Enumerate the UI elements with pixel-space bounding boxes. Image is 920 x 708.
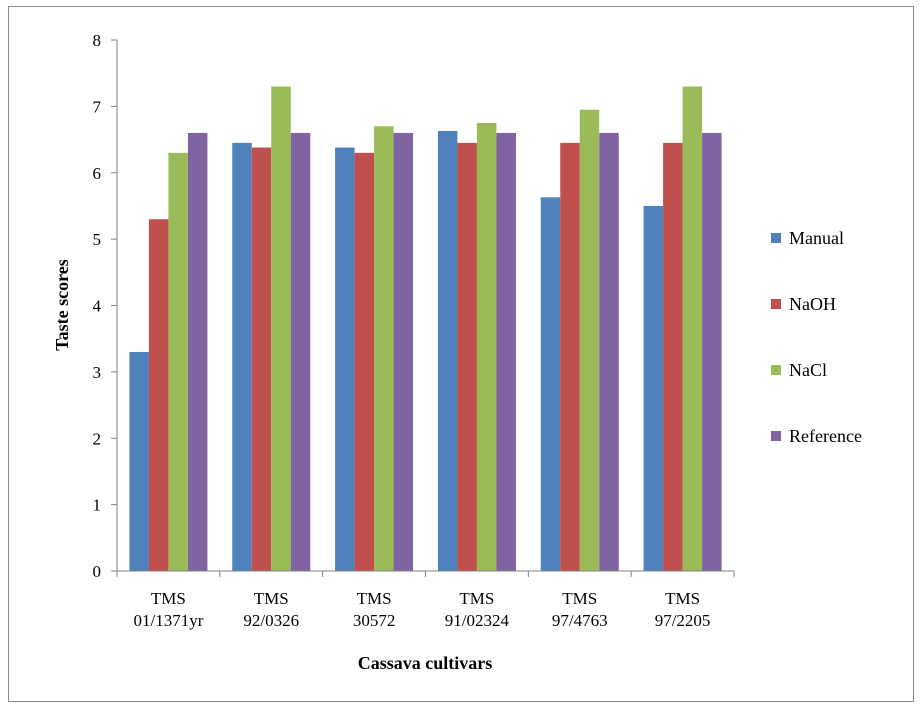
legend-swatch-naoh [771, 299, 781, 309]
x-tick-label: 01/1371yr [133, 611, 203, 630]
legend-label-manual: Manual [789, 228, 844, 248]
legend-label-naoh: NaOH [789, 294, 836, 314]
y-tick-label: 8 [93, 31, 102, 50]
bar-manual-4 [540, 197, 561, 571]
bar-reference-4 [599, 132, 619, 572]
bar-naoh-0 [148, 219, 169, 571]
legend-label-nacl: NaCl [789, 360, 827, 380]
y-tick-label: 2 [93, 429, 102, 448]
legend-label-reference: Reference [789, 426, 862, 446]
x-tick-label: 92/0326 [243, 611, 299, 630]
bar-nacl-3 [476, 122, 497, 571]
y-tick-label: 3 [93, 363, 102, 382]
y-axis-title: Taste scores [52, 259, 72, 351]
y-tick-label: 4 [93, 297, 102, 316]
legend-swatch-reference [771, 431, 781, 441]
x-axis-title: Cassava cultivars [358, 653, 493, 673]
x-tick-label: TMS [459, 589, 494, 608]
x-axis-ticks: TMS 01/1371yr TMS 92/0326 TMS 30572 TMS 91/0232… [116, 571, 735, 630]
bar-reference-5 [702, 132, 722, 572]
legend-swatch-nacl [771, 365, 781, 375]
legend-swatch-manual [771, 233, 781, 243]
y-axis-ticks: 0 1 2 3 4 5 6 7 8 [93, 31, 117, 581]
y-tick-label: 0 [93, 562, 102, 581]
bar-manual-5 [643, 205, 664, 571]
x-tick-label: TMS [665, 589, 700, 608]
x-tick-label: TMS [357, 589, 392, 608]
bar-manual-1 [232, 142, 252, 571]
bar-reference-3 [496, 132, 516, 572]
x-tick-label: 30572 [353, 611, 396, 630]
bar-manual-0 [129, 351, 149, 571]
bars-group [129, 86, 722, 572]
bar-nacl-2 [374, 126, 394, 571]
bar-naoh-3 [457, 142, 477, 571]
y-tick-label: 5 [93, 230, 102, 249]
x-tick-label: TMS [254, 589, 289, 608]
bar-naoh-2 [354, 152, 375, 571]
x-tick-label: TMS [562, 589, 597, 608]
bar-nacl-5 [682, 86, 703, 572]
bar-reference-0 [187, 132, 208, 572]
y-tick-label: 1 [93, 496, 102, 515]
bar-naoh-1 [251, 147, 272, 571]
bar-nacl-4 [579, 109, 600, 571]
y-tick-label: 7 [93, 97, 102, 116]
x-tick-label: 97/4763 [552, 611, 608, 630]
x-tick-label: TMS [151, 589, 186, 608]
bar-reference-1 [290, 132, 311, 572]
bar-reference-2 [393, 132, 414, 572]
x-tick-label: 97/2205 [655, 611, 711, 630]
bar-nacl-0 [168, 152, 188, 571]
y-tick-label: 6 [93, 164, 102, 183]
bar-nacl-1 [271, 86, 291, 572]
bar-manual-2 [335, 147, 355, 571]
bar-naoh-4 [560, 142, 580, 571]
x-tick-label: 91/02324 [445, 611, 510, 630]
axes-group [116, 40, 734, 572]
bar-naoh-5 [663, 142, 683, 571]
bar-manual-3 [437, 130, 458, 571]
legend: Manual NaOH NaCl Reference [771, 228, 862, 446]
